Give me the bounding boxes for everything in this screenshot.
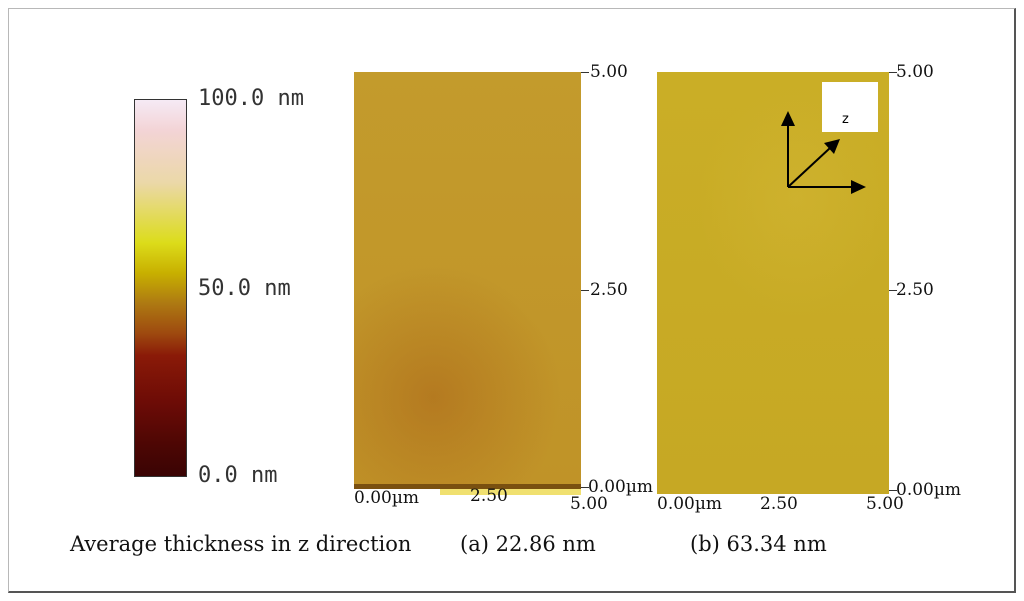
height-color-scale xyxy=(134,99,187,477)
panel-a-y-tick-bottom: 0.00µm xyxy=(588,477,654,497)
panel-a-x-tick-mid: 2.50 xyxy=(470,486,508,506)
caption-main: Average thickness in z direction xyxy=(70,532,412,556)
tick-b-y-mid xyxy=(889,290,897,291)
inset-label-box xyxy=(822,82,878,132)
afm-image-a-edge xyxy=(354,484,581,489)
tick-a-y-mid xyxy=(581,290,589,291)
afm-image-a-bottom-strip xyxy=(440,489,581,495)
color-scale-mid-label: 50.0 nm xyxy=(198,276,291,301)
tick-b-y-top xyxy=(889,72,897,73)
panel-a-x-tick-right: 5.00 xyxy=(570,494,608,514)
color-scale-min-label: 0.0 nm xyxy=(198,463,278,488)
tick-b-y-bottom xyxy=(889,490,897,491)
z-axis-label: z xyxy=(842,112,849,127)
panel-a-x-tick-left: 0.00µm xyxy=(354,488,420,508)
panel-b-y-tick-bottom: 0.00µm xyxy=(896,480,962,500)
panel-b-x-tick-mid: 2.50 xyxy=(760,494,798,514)
afm-image-a xyxy=(354,72,581,489)
figure-frame xyxy=(8,8,1016,593)
afm-image-b xyxy=(657,72,889,494)
panel-a-y-tick-mid: 2.50 xyxy=(590,280,628,300)
panel-b-x-tick-right: 5.00 xyxy=(866,494,904,514)
panel-a-y-tick-top: 5.00 xyxy=(590,62,628,82)
panel-b-y-tick-mid: 2.50 xyxy=(896,280,934,300)
panel-b-y-tick-top: 5.00 xyxy=(896,62,934,82)
panel-b-x-tick-left: 0.00µm xyxy=(657,494,723,514)
caption-a: (a) 22.86 nm xyxy=(460,532,596,556)
caption-b: (b) 63.34 nm xyxy=(690,532,827,556)
tick-a-y-bottom xyxy=(581,487,589,488)
tick-a-y-top xyxy=(581,72,589,73)
color-scale-max-label: 100.0 nm xyxy=(198,86,304,111)
